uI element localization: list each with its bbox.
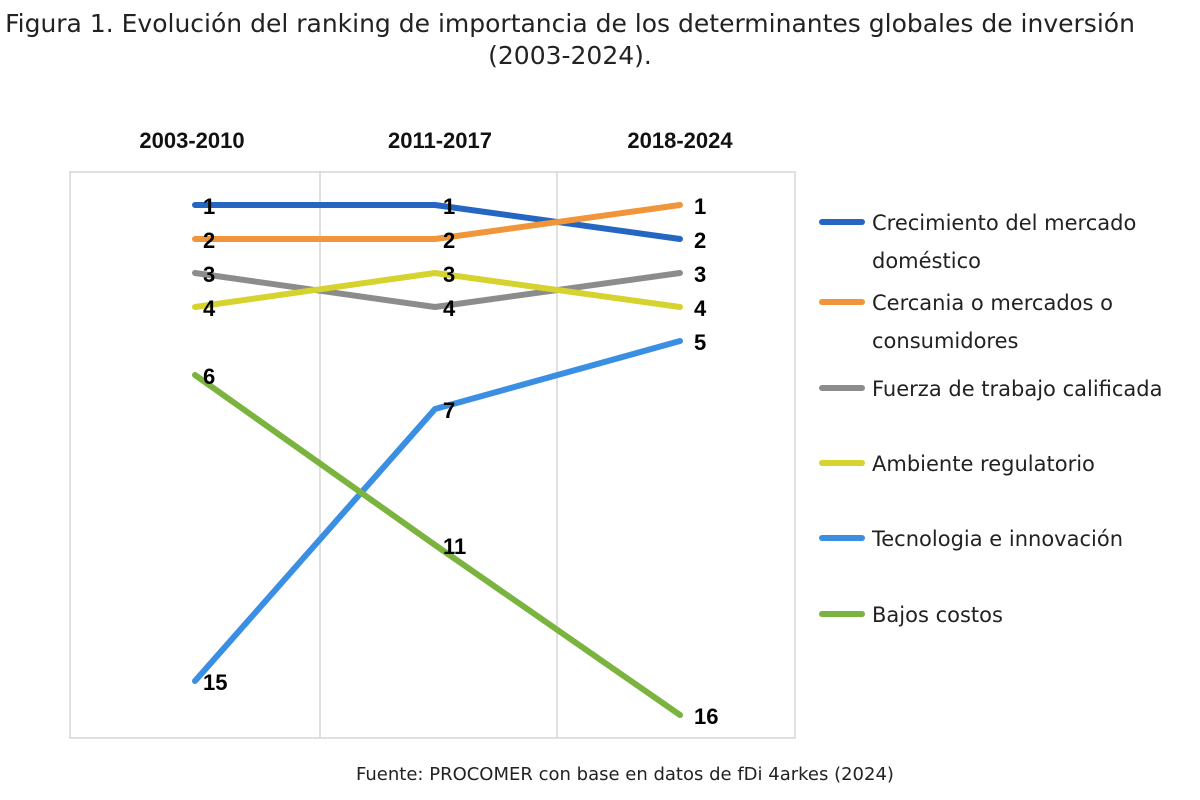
legend-label: Cercania o mercados o — [872, 291, 1113, 315]
series-line — [192, 202, 683, 242]
data-label: 15 — [203, 670, 227, 695]
data-label: 6 — [203, 364, 215, 389]
legend-label: consumidores — [872, 329, 1018, 353]
period-label: 2018-2024 — [627, 128, 733, 153]
legend-label: Bajos costos — [872, 603, 1003, 627]
period-label: 2011-2017 — [388, 128, 492, 153]
data-label: 4 — [694, 296, 707, 321]
chart-source: Fuente: PROCOMER con base en datos de fD… — [356, 764, 894, 785]
chart-title: Figura 1. Evolución del ranking de impor… — [5, 9, 1135, 70]
data-label: 5 — [694, 330, 706, 355]
data-label: 3 — [694, 262, 706, 287]
data-label: 3 — [203, 262, 215, 287]
data-label: 7 — [443, 398, 455, 423]
data-label: 16 — [694, 704, 718, 729]
data-label: 4 — [443, 296, 456, 321]
legend-label: Tecnologia e innovación — [871, 527, 1123, 551]
data-label: 11 — [443, 534, 466, 559]
plot-area — [69, 171, 796, 739]
data-label: 1 — [203, 194, 215, 219]
data-label: 1 — [694, 194, 706, 219]
legend-label: Crecimiento del mercado — [872, 211, 1136, 235]
data-label: 2 — [203, 228, 215, 253]
legend-label: doméstico — [872, 249, 981, 273]
series-line — [192, 338, 683, 684]
data-label: 4 — [203, 296, 216, 321]
series-line — [192, 202, 683, 242]
legend-label: Fuerza de trabajo calificada — [872, 377, 1163, 401]
series-line — [192, 270, 683, 310]
data-label: 3 — [443, 262, 455, 287]
data-label: 2 — [443, 228, 455, 253]
data-label: 2 — [694, 228, 706, 253]
series-line — [192, 270, 683, 310]
legend-label: Ambiente regulatorio — [872, 452, 1095, 476]
data-label: 1 — [443, 194, 455, 219]
period-label: 2003-2010 — [139, 128, 244, 153]
series-line — [192, 372, 683, 718]
